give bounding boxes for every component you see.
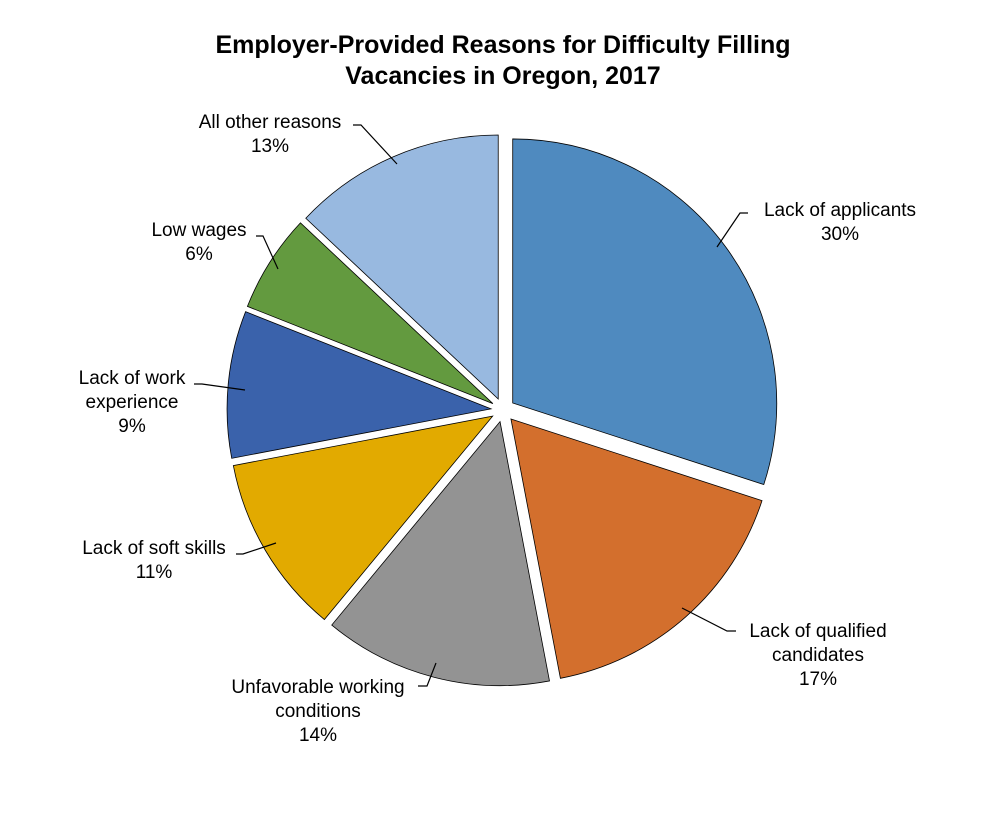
leader-line-6 (256, 235, 279, 270)
slice-value-label-6: 6% (185, 244, 213, 265)
slice-category-label-5-line-2: experience (86, 392, 179, 413)
slice-value-label-7: 13% (251, 136, 289, 157)
chart-title: Employer-Provided Reasons for Difficulty… (0, 30, 1006, 92)
leader-line-2 (681, 607, 736, 632)
slice-value-label-4: 11% (136, 562, 173, 583)
pie-slice-6 (246, 222, 494, 404)
slice-value-label-5: 9% (118, 416, 146, 437)
slice-value-label-1: 30% (821, 224, 859, 245)
slice-category-label-3-line-2: conditions (275, 701, 361, 722)
leader-line-3 (418, 662, 437, 687)
leader-line-7 (353, 124, 398, 165)
leader-line-5 (194, 383, 246, 391)
slice-category-label-5-line-1: Lack of work (79, 368, 186, 389)
leader-line-1 (716, 212, 748, 248)
chart-title-line-1: Employer-Provided Reasons for Difficulty… (215, 31, 791, 59)
slice-category-label-7-line-1: All other reasons (199, 112, 342, 133)
slice-category-label-2-line-2: candidates (772, 645, 864, 666)
slice-category-label-3-line-1: Unfavorable working (231, 677, 404, 698)
pie-slice-5 (226, 311, 493, 459)
pie-slice-3 (331, 420, 550, 687)
pie-slice-7 (305, 134, 499, 400)
slice-value-label-2: 17% (799, 669, 837, 690)
slice-category-label-1-line-1: Lack of applicants (764, 200, 916, 221)
slice-value-label-3: 14% (299, 725, 337, 746)
leader-line-4 (236, 542, 277, 555)
chart-title-line-2: Vacancies in Oregon, 2017 (345, 62, 661, 90)
slice-category-label-2-line-1: Lack of qualified (749, 621, 886, 642)
pie-slice-1 (512, 138, 778, 486)
pie-slice-4 (232, 415, 494, 621)
slice-category-label-4-line-1: Lack of soft skills (82, 538, 226, 559)
slice-category-label-6-line-1: Low wages (151, 220, 246, 241)
pie-slice-2 (510, 418, 763, 679)
